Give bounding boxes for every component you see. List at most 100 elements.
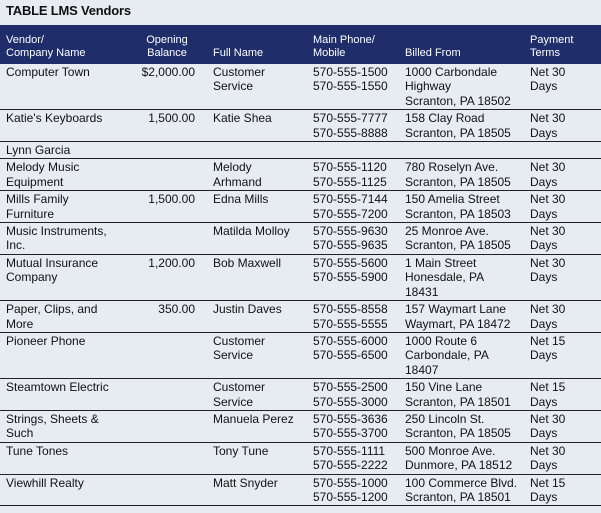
cell-text: Days: [530, 316, 558, 331]
column-header: Main Phone/Mobile: [307, 25, 399, 64]
cell-text: Dunmore, PA 18512: [405, 458, 513, 473]
cell-text: Days: [530, 426, 558, 441]
cell: Net 15 Days: [524, 332, 601, 378]
header-text: Mobile: [313, 47, 346, 59]
header-text: Vendor/: [6, 34, 44, 46]
vendor-row: Lynn Garcia: [0, 142, 601, 159]
cell: 100 Commerce Blvd. Scranton, PA 18501: [399, 474, 524, 506]
cell: 157 Waymart Lane Waymart, PA 18472: [399, 301, 524, 333]
cell-text: Mutual Insurance: [6, 255, 99, 270]
cell-text: 570-555-2500: [313, 380, 388, 395]
cell-text: Service: [213, 79, 254, 94]
cell: 150 Amelia Street Scranton, PA 18503: [399, 191, 524, 223]
cell-text: Katie Shea: [213, 111, 272, 126]
cell-text: 350.00: [158, 302, 195, 317]
cell-text: Scranton, PA 18505: [405, 125, 511, 140]
cell-text: 250 Lincoln St.: [405, 411, 485, 426]
vendor-row: Paper, Clips, and More 350.00 Justin Daves 5…: [0, 301, 601, 333]
cell-text: Days: [530, 79, 558, 94]
column-header: Vendor/Company Name: [0, 25, 133, 64]
header-text: Billed From: [405, 47, 461, 59]
cell: [399, 142, 524, 159]
cell-text: Melody Music: [6, 160, 80, 175]
cell-text: Net 30: [530, 443, 566, 458]
cell: [133, 332, 207, 378]
cell-text: 570-555-6500: [313, 348, 388, 363]
cell-text: 1,200.00: [148, 255, 195, 270]
cell: 158 Clay Road Scranton, PA 18505: [399, 110, 524, 142]
cell-text: Tune Tones: [6, 443, 69, 458]
cell-text: Honesdale, PA: [405, 270, 485, 285]
cell: Mutual Insurance Company: [0, 254, 133, 300]
cell-text: Steamtown Electric: [6, 380, 109, 395]
cell: Lynn Garcia: [0, 142, 133, 159]
cell-text: Inc.: [6, 238, 26, 253]
cell: $2,000.00: [133, 64, 207, 110]
cell: Mills Family Furniture: [0, 191, 133, 223]
cell-text: Scranton, PA 18505: [405, 426, 511, 441]
cell-text: 570-555-6000: [313, 333, 388, 348]
cell: 350.00: [133, 301, 207, 333]
cell: Katie's Keyboards: [0, 110, 133, 142]
cell-text: 1,500.00: [148, 111, 195, 126]
cell-text: Days: [530, 270, 558, 285]
cell-text: $2,000.00: [141, 65, 195, 79]
table-body: Computer Town $2,000.00 Customer Service 570…: [0, 64, 601, 506]
cell: Net 15 Days: [524, 474, 601, 506]
cell-text: 18431: [405, 284, 439, 299]
cell-text: Net 30: [530, 224, 566, 239]
cell-text: Days: [530, 238, 558, 253]
cell: 570-555-2500 570-555-3000: [307, 379, 399, 411]
cell-text: 570-555-5600: [313, 255, 388, 270]
cell: Net 30 Days: [524, 301, 601, 333]
cell-text: Net 30: [530, 302, 566, 317]
cell: [524, 142, 601, 159]
cell: 570-555-7777 570-555-8888: [307, 110, 399, 142]
cell: Justin Daves: [207, 301, 307, 333]
cell: Matilda Molloy: [207, 223, 307, 255]
cell-text: 150 Amelia Street: [405, 192, 500, 207]
cell-text: Carbondale, PA: [405, 348, 489, 363]
cell: 570-555-3636 570-555-3700: [307, 410, 399, 442]
vendor-row: Computer Town $2,000.00 Customer Service 570…: [0, 64, 601, 110]
column-header: Billed From: [399, 25, 524, 64]
cell: Music Instruments, Inc.: [0, 223, 133, 255]
cell-text: 570-555-7144: [313, 192, 388, 207]
vendor-row: Melody Music Equipment Melody Arhmand 570-55…: [0, 159, 601, 191]
cell: Viewhill Realty: [0, 474, 133, 506]
cell: Net 30 Days: [524, 254, 601, 300]
cell: [207, 142, 307, 159]
column-header: Opening Balance: [133, 25, 207, 64]
cell-text: 1000 Carbondale: [405, 65, 498, 79]
cell-text: Furniture: [6, 206, 55, 221]
header-row: Vendor/Company Name Opening Balance Full Na…: [0, 25, 601, 64]
cell-text: Net 15: [530, 380, 566, 395]
cell-text: 570-555-2222: [313, 458, 388, 473]
cell: 1,500.00: [133, 191, 207, 223]
cell-text: Customer: [213, 65, 266, 79]
cell-text: 158 Clay Road: [405, 111, 485, 126]
cell: 570-555-1000 570-555-1200: [307, 474, 399, 506]
cell-text: Paper, Clips, and: [6, 302, 98, 317]
cell: Net 30 Days: [524, 191, 601, 223]
cell-text: Scranton, PA 18501: [405, 394, 511, 409]
cell-text: Arhmand: [213, 174, 262, 189]
header-text: Payment: [530, 34, 574, 46]
cell-text: Viewhill Realty: [6, 475, 84, 490]
header-text: Opening: [146, 34, 188, 46]
cell: Net 30 Days: [524, 223, 601, 255]
cell-text: Company: [6, 270, 58, 285]
vendor-row: Katie's Keyboards 1,500.00 Katie Shea 570-5…: [0, 110, 601, 142]
cell: Katie Shea: [207, 110, 307, 142]
cell-text: 570-555-1200: [313, 489, 388, 504]
cell-text: 25 Monroe Ave.: [405, 224, 489, 239]
cell: Computer Town: [0, 64, 133, 110]
cell-text: Net 30: [530, 160, 566, 175]
cell-text: Days: [530, 394, 558, 409]
cell-text: 500 Monroe Ave.: [405, 443, 496, 458]
cell: [133, 379, 207, 411]
cell-text: Matilda Molloy: [213, 224, 290, 239]
cell-text: Service: [213, 348, 254, 363]
cell-text: Waymart, PA 18472: [405, 316, 511, 331]
